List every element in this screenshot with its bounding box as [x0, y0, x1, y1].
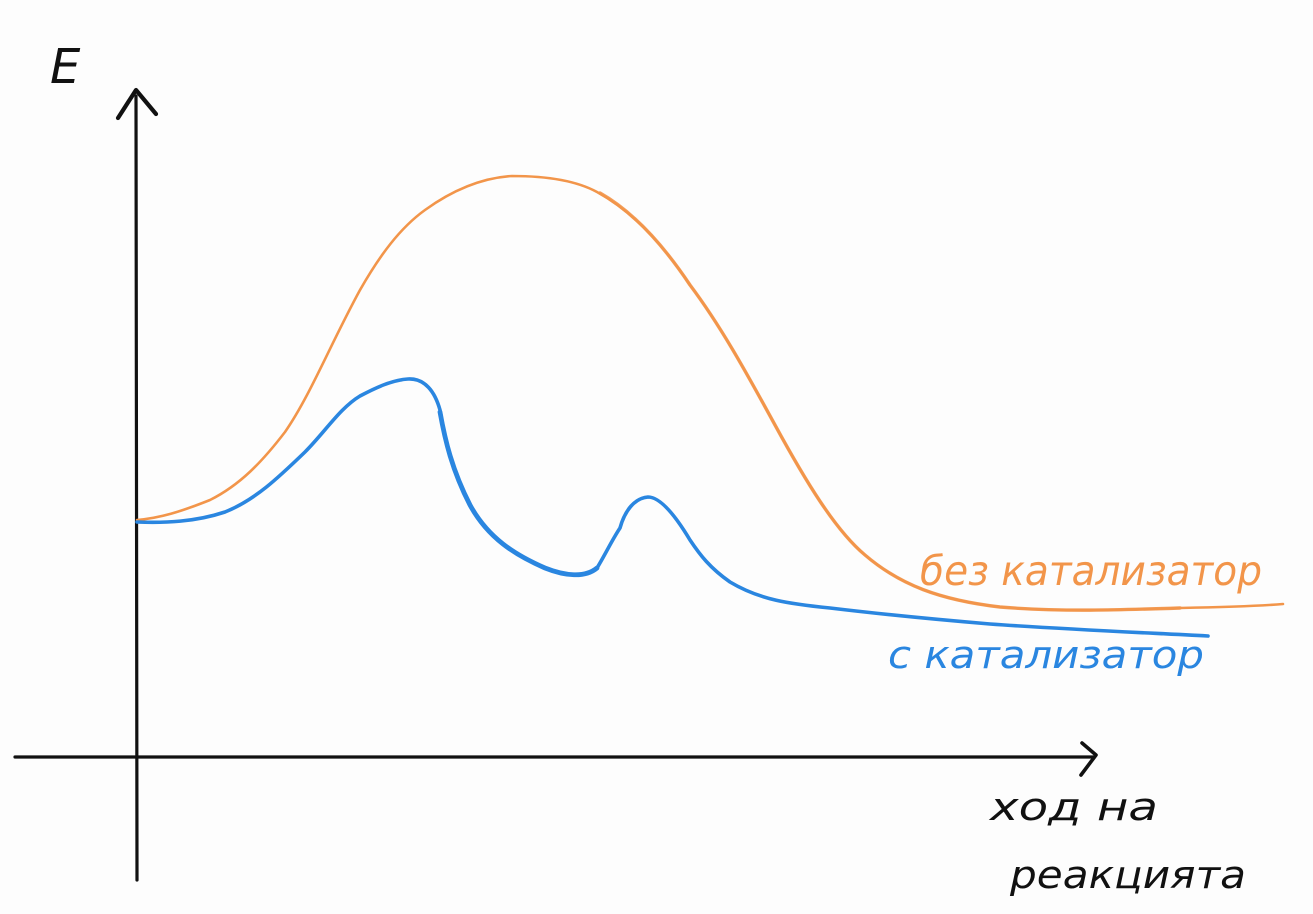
catalyzed-label: с катализатор: [888, 633, 1204, 677]
catalyzed-curve-thick: [437, 409, 600, 578]
y-axis-arrow-icon: [115, 87, 159, 121]
uncatalyzed-curve-thick: [598, 191, 1182, 612]
y-axis-label: E: [50, 39, 81, 95]
uncatalyzed-curve: [135, 174, 1285, 612]
x-axis-label-line1: ход на: [989, 785, 1158, 829]
x-axis-label-line2: реакцията: [1009, 853, 1246, 897]
y-axis: [134, 94, 139, 882]
uncatalyzed-label: без катализатор: [920, 547, 1262, 595]
catalyzed-curve: [135, 377, 1210, 638]
x-axis-arrow-icon: [1079, 741, 1098, 777]
